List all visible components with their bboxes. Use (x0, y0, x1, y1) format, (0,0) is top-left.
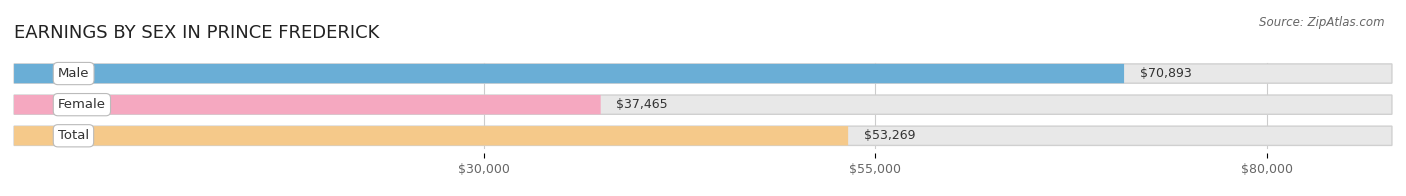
FancyBboxPatch shape (14, 126, 848, 145)
Text: $37,465: $37,465 (616, 98, 668, 111)
Text: EARNINGS BY SEX IN PRINCE FREDERICK: EARNINGS BY SEX IN PRINCE FREDERICK (14, 24, 380, 42)
Text: Source: ZipAtlas.com: Source: ZipAtlas.com (1260, 16, 1385, 29)
Text: Male: Male (58, 67, 90, 80)
Text: $70,893: $70,893 (1140, 67, 1191, 80)
Text: $53,269: $53,269 (863, 129, 915, 142)
Text: Total: Total (58, 129, 89, 142)
FancyBboxPatch shape (14, 64, 1392, 83)
FancyBboxPatch shape (14, 126, 1392, 145)
FancyBboxPatch shape (14, 95, 600, 114)
FancyBboxPatch shape (14, 64, 1123, 83)
Text: Female: Female (58, 98, 105, 111)
FancyBboxPatch shape (14, 95, 1392, 114)
